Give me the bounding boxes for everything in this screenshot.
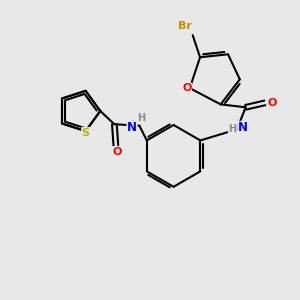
Text: O: O [182, 83, 191, 93]
Text: N: N [238, 122, 248, 134]
Text: Br: Br [178, 21, 192, 31]
Text: O: O [268, 98, 277, 108]
Text: H: H [228, 124, 236, 134]
Text: H: H [137, 113, 145, 123]
Text: O: O [112, 147, 122, 157]
Text: S: S [82, 128, 90, 138]
Text: N: N [127, 121, 137, 134]
